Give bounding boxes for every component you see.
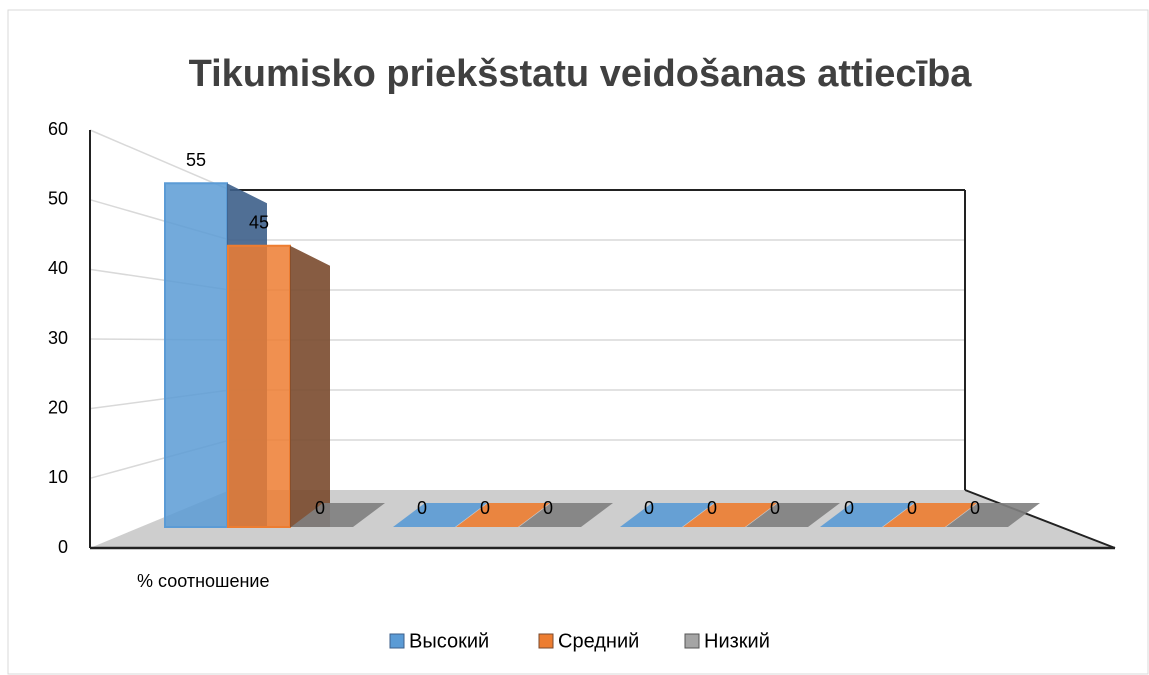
bar: [519, 503, 613, 527]
bar: [456, 503, 550, 527]
data-label: 0: [970, 498, 980, 518]
bar: [683, 503, 777, 527]
x-tick-label: % соотношение: [137, 571, 270, 591]
data-label: 0: [417, 498, 427, 518]
data-label: 0: [907, 498, 917, 518]
data-label: 0: [480, 498, 490, 518]
bar: [620, 503, 714, 527]
legend-label: Низкий: [704, 630, 770, 652]
bar-side: [290, 245, 330, 527]
bar: [820, 503, 914, 527]
legend-swatch: [389, 633, 405, 649]
y-tick-label: 30: [48, 328, 68, 348]
y-tick-label: 60: [48, 119, 68, 139]
data-label: 55: [186, 150, 206, 170]
bar: [946, 503, 1040, 527]
legend-label: Высокий: [409, 630, 489, 652]
data-label: 0: [644, 498, 654, 518]
bar: [883, 503, 977, 527]
data-label: 45: [249, 213, 269, 233]
bar: [393, 503, 487, 527]
floor-edge: [964, 489, 1116, 549]
bar: [291, 503, 385, 527]
chart-title: Tikumisko priekšstatu veidošanas attiecī…: [189, 53, 973, 95]
bar: [746, 503, 840, 527]
bar: [227, 244, 291, 528]
data-label: 0: [770, 498, 780, 518]
y-tick-label: 0: [58, 537, 68, 557]
y-tick-label: 50: [48, 188, 68, 208]
data-label: 0: [543, 498, 553, 518]
y-tick-label: 10: [48, 467, 68, 487]
data-label: 0: [707, 498, 717, 518]
data-label: 0: [844, 498, 854, 518]
bar: [164, 182, 228, 528]
legend-swatch: [684, 633, 700, 649]
y-tick-label: 20: [48, 397, 68, 417]
y-tick-label: 40: [48, 258, 68, 278]
legend-swatch: [538, 633, 554, 649]
data-label: 0: [315, 498, 325, 518]
legend-label: Средний: [558, 630, 639, 652]
